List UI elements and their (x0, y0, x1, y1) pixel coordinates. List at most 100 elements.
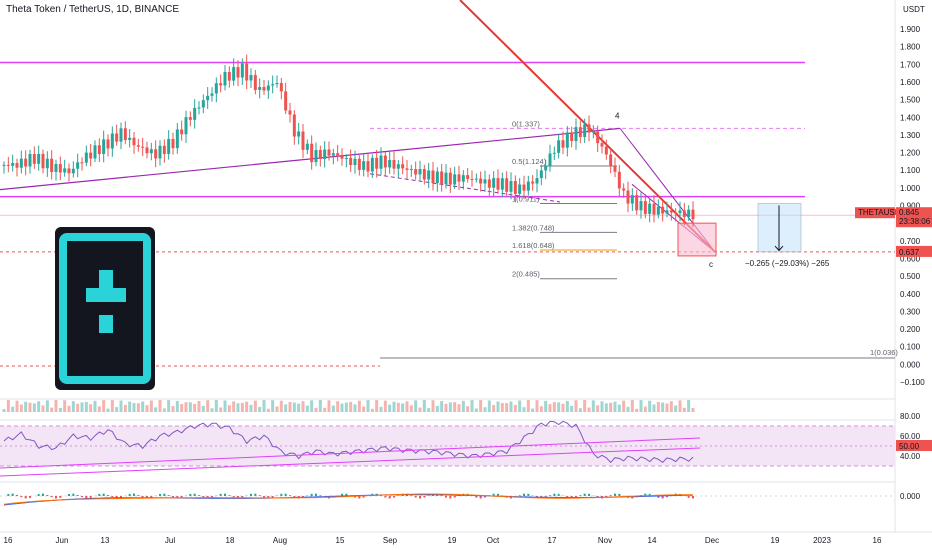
macd-histogram-bar (289, 495, 291, 496)
volume-bar (617, 404, 621, 412)
fib-level-label: 0.5(1.124) (512, 157, 547, 166)
fib-level-label: 1.618(0.648) (512, 241, 555, 250)
macd-histogram-bar (661, 496, 664, 499)
volume-bar (119, 400, 123, 412)
candle-body (50, 158, 54, 172)
candle-body (570, 132, 574, 142)
macd-histogram-bar (76, 495, 79, 496)
price-tick: 1.800 (900, 43, 921, 52)
volume-bar (630, 400, 634, 412)
macd-histogram-bar (618, 493, 621, 496)
volume-bar (531, 408, 535, 412)
volume-bar (258, 406, 262, 412)
volume-bar (674, 405, 678, 412)
volume-bar (240, 402, 244, 412)
volume-bar (162, 408, 166, 412)
macd-tick: 0.000 (900, 492, 921, 501)
candle-body (149, 149, 153, 154)
candle-body (223, 72, 227, 86)
macd-histogram-bar (133, 493, 135, 496)
target-zone-box (677, 222, 717, 257)
macd-histogram-bar (81, 496, 83, 498)
macd-histogram-bar (7, 494, 10, 496)
candle-body (630, 195, 634, 204)
macd-histogram-bar (523, 493, 525, 496)
macd-histogram-bar (16, 494, 18, 496)
macd-histogram-bar (211, 496, 213, 498)
candle-body (396, 164, 400, 169)
macd-histogram-bar (224, 493, 226, 496)
measure-arrow-head (774, 245, 784, 252)
volume-bar (80, 402, 84, 412)
volume-bar (357, 400, 361, 412)
macd-histogram-bar (631, 496, 634, 499)
candle-body (370, 157, 374, 172)
macd-histogram-bar (59, 496, 62, 498)
candle-body (544, 166, 548, 171)
macd-signal-line (3, 493, 693, 505)
macd-histogram-bar (388, 496, 391, 499)
volume-bar (219, 407, 223, 412)
candle-body (110, 133, 114, 149)
macd-histogram-bar (159, 493, 161, 496)
candle-body (613, 166, 617, 172)
macd-histogram-bar (111, 496, 114, 498)
macd-histogram-bar (267, 496, 270, 499)
theta-logo-frame (59, 233, 151, 384)
time-tick: Jul (165, 536, 175, 545)
candle-body (388, 159, 392, 168)
macd-histogram-bar (596, 496, 599, 498)
macd-histogram-bar (427, 495, 430, 496)
volume-bar (474, 408, 478, 412)
candle-body (500, 178, 504, 190)
macd-histogram-bar (219, 493, 222, 496)
candle-body (401, 164, 405, 169)
macd-histogram-bar (150, 496, 153, 498)
candle-body (84, 152, 88, 163)
volume-bar (106, 408, 110, 412)
volume-bar (102, 400, 106, 412)
macd-histogram-bar (497, 493, 499, 496)
macd-histogram-bar (68, 493, 70, 496)
macd-histogram-bar (163, 493, 166, 496)
wedge-trendline (0, 127, 621, 191)
volume-bar (375, 400, 379, 412)
volume-bar (479, 400, 483, 412)
symbol-tag (855, 207, 895, 219)
price-tick: 0.400 (900, 290, 921, 299)
candle-body (331, 153, 335, 156)
candle-body (180, 129, 184, 135)
volume-bar (643, 406, 647, 412)
volume-bar (266, 408, 270, 412)
volume-bar (15, 400, 19, 412)
candle-body (435, 171, 439, 184)
candle-body (197, 107, 201, 109)
candle-body (669, 210, 673, 213)
volume-bar (505, 403, 509, 412)
time-tick: 18 (226, 536, 235, 545)
volume-bar (518, 400, 522, 412)
macd-histogram-bar (228, 495, 231, 496)
price-tick: 1.300 (900, 131, 921, 140)
candle-body (518, 184, 522, 194)
candle-body (357, 158, 361, 170)
candle-body (214, 83, 218, 94)
time-tick: 16 (873, 536, 882, 545)
candle-body (461, 175, 465, 182)
macd-histogram-bar (657, 496, 660, 498)
candle-body (24, 158, 28, 167)
macd-histogram-bar (42, 493, 44, 496)
current-price-value: 0.845 (899, 208, 920, 217)
macd-histogram-bar (609, 495, 612, 496)
volume-bar (609, 402, 613, 412)
macd-histogram-bar (380, 495, 382, 496)
volume-bar (457, 404, 461, 412)
macd-histogram-bar (137, 495, 140, 496)
macd-histogram-bar (89, 496, 92, 498)
volume-bar (379, 406, 383, 412)
macd-histogram-bar (172, 496, 174, 498)
macd-histogram-bar (258, 495, 261, 496)
volume-bar (132, 402, 136, 412)
candle-body (314, 149, 318, 163)
